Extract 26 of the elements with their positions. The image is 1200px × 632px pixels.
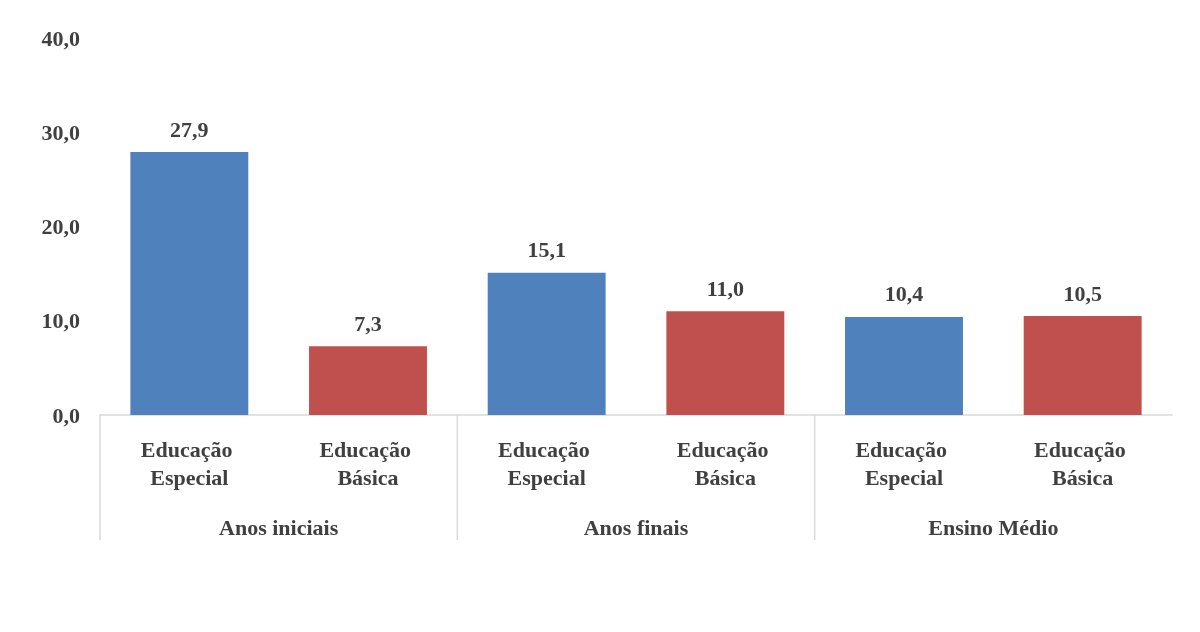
x-tick-label: Educação Especial [855, 436, 953, 490]
x-tick-label: Educação Especial [498, 436, 596, 490]
x-tick-label: Educação Básica [676, 436, 774, 490]
data-label: 7,3 [354, 310, 382, 336]
data-label: 15,1 [527, 237, 566, 263]
x-tick-label: Educação Básica [319, 436, 417, 490]
x-tick-label: Educação Especial [140, 436, 238, 490]
text: Anos finais [583, 514, 689, 540]
text: Anos iniciais [219, 514, 339, 540]
bar [130, 152, 249, 415]
x-tick-label: Educação Básica [1034, 436, 1132, 490]
y-tick-label: 30,0 [41, 119, 80, 145]
bar [487, 272, 606, 415]
y-tick-label: 0,0 [52, 402, 80, 428]
bar [309, 346, 427, 415]
bar [666, 311, 785, 415]
text: Ensino Médio [928, 514, 1059, 540]
data-label: 10,5 [1063, 280, 1102, 306]
data-label: 27,9 [170, 116, 209, 142]
bar [1023, 316, 1142, 415]
data-label: 11,0 [706, 275, 744, 301]
y-tick-label: 40,0 [41, 25, 80, 51]
data-label: 10,4 [884, 281, 924, 307]
y-tick-label: 10,0 [41, 308, 80, 334]
y-tick-label: 20,0 [41, 214, 80, 239]
bar [845, 316, 963, 415]
